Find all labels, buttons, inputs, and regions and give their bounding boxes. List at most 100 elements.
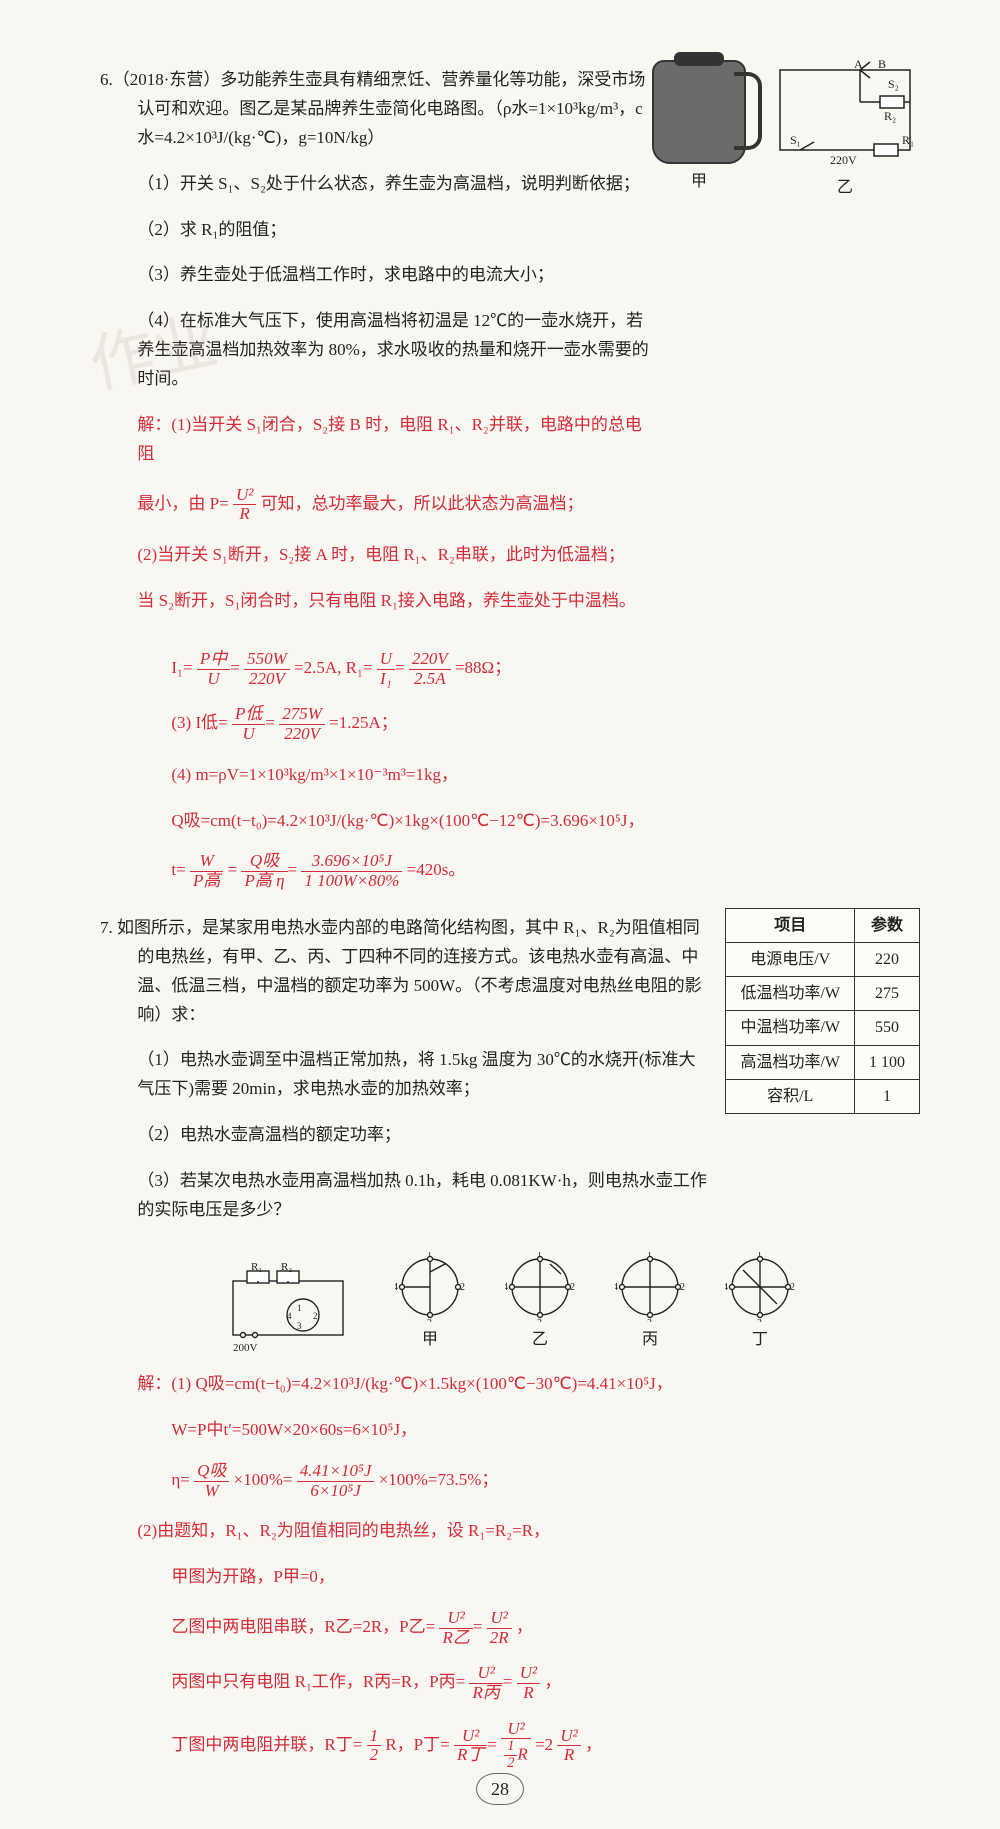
th: 参数 [855, 908, 920, 942]
q6-p4: （4）在标准大气压下，使用高温档将初温是 12℃的一壶水烧开，若养生壶高温档加热… [100, 307, 652, 394]
lbl-R1: R₁ [251, 1263, 262, 1273]
t: ， [585, 1735, 602, 1754]
n: U² [517, 1664, 540, 1684]
td: 中温档功率/W [726, 1011, 855, 1045]
d: R [517, 1684, 540, 1703]
svg-text:4: 4 [395, 1282, 398, 1293]
svg-text:2: 2 [790, 1282, 795, 1293]
lbl-B: B [878, 60, 886, 71]
svg-text:3: 3 [647, 1318, 652, 1322]
d: 1 100W×80% [301, 872, 402, 891]
q6-ans1a: 解：(1)当开关 S₁闭合，S₂接 B 时，电阻 R₁、R₂并联，电路中的总电阻 [100, 411, 652, 469]
t: ×100%=73.5%； [379, 1470, 499, 1489]
svg-text:2: 2 [460, 1282, 465, 1293]
q6-ans1d: 当 S₂断开，S₁闭合时，只有电阻 R₁接入电路，养生壶处于中温档。 [100, 587, 652, 616]
t: =420s。 [407, 861, 466, 880]
d: 220V [244, 670, 290, 689]
d: 2.5A [409, 670, 451, 689]
t: 乙图中两电阻串联，R乙=2R，P乙= [171, 1617, 435, 1636]
svg-text:4: 4 [725, 1282, 728, 1293]
n: W [190, 852, 223, 872]
t: ×100%= [234, 1470, 293, 1489]
t: 丙图中只有电阻 R₁工作，R丙=R，P丙= [171, 1672, 465, 1691]
svg-text:2: 2 [313, 1311, 318, 1321]
q6-eq3: (3) I低= P低U= 275W220V =1.25A； [100, 705, 920, 743]
q6-ans1b-r: 可知，总功率最大，所以此状态为高温档； [261, 494, 584, 513]
n: U [377, 650, 395, 670]
q7-header: 7. 如图所示，是某家用电热水壶内部的电路简化结构图，其中 R₁、R₂为阻值相同… [100, 914, 709, 1030]
q7-p3: （3）若某次电热水壶用高温档加热 0.1h，耗电 0.081KW·h，则电热水壶… [100, 1167, 709, 1225]
selector-ding: 1 2 3 4 丁 [725, 1252, 795, 1353]
n: U² [501, 1720, 531, 1740]
svg-text:2: 2 [680, 1282, 685, 1293]
svg-text:4: 4 [505, 1282, 508, 1293]
lbl-R2: R₂ [884, 109, 896, 123]
d: R丙 [469, 1684, 502, 1703]
td: 550 [855, 1011, 920, 1045]
d: I₁ [377, 670, 395, 689]
n: U² [557, 1727, 580, 1747]
circuit-yi: A B S₂ R₂ S₁ R₁ 220V 乙 [770, 60, 920, 201]
d: 220V [279, 725, 325, 744]
q6-eq4b: Q吸=cm(t−t₀)=4.2×10³J/(kg·℃)×1kg×(100℃−12… [100, 807, 920, 836]
svg-text:1: 1 [427, 1252, 432, 1260]
lbl-S1: S₁ [790, 133, 801, 147]
t: ， [516, 1617, 533, 1636]
svg-text:4: 4 [615, 1282, 618, 1293]
n: 4.41×10⁵J [297, 1462, 375, 1482]
t: =2.5A, R₁= [294, 658, 372, 677]
n: 1 [367, 1727, 382, 1747]
kettle-figure: 甲 [652, 60, 746, 195]
frac-d: R [233, 505, 256, 524]
cap: 丁 [725, 1326, 795, 1353]
n: 275W [279, 705, 325, 725]
d: R [557, 1746, 580, 1765]
q6-p2: （2）求 R₁的阻值； [100, 216, 652, 245]
n: Q吸 [194, 1462, 229, 1482]
d: U [232, 725, 265, 744]
svg-text:2: 2 [570, 1282, 575, 1293]
lbl-200V: 200V [233, 1342, 258, 1353]
n: 220V [409, 650, 451, 670]
q7-ans1eta: η= Q吸W ×100%= 4.41×10⁵J6×10⁵J ×100%=73.5… [100, 1462, 920, 1500]
d: R乙 [439, 1629, 472, 1648]
svg-text:1: 1 [537, 1252, 542, 1260]
d: U [197, 670, 230, 689]
q7-p1: （1）电热水壶调至中温档正常加热，将 1.5kg 温度为 30℃的水烧开(标准大… [100, 1046, 709, 1104]
n: 1 [504, 1739, 517, 1756]
page-number: 28 [476, 1773, 524, 1806]
t: =88Ω； [455, 658, 511, 677]
lbl-R1: R₁ [902, 133, 914, 147]
q6-p1: （1）开关 S₁、S₂处于什么状态，养生壶为高温档，说明判断依据； [100, 170, 652, 199]
q7-ans1: 解：(1) Q吸=cm(t−t₀)=4.2×10³J/(kg·℃)×1.5kg×… [100, 1370, 920, 1399]
params-table: 项目参数 电源电压/V220 低温档功率/W275 中温档功率/W550 高温档… [725, 908, 920, 1114]
t: = [228, 861, 238, 880]
d: 2R [487, 1629, 512, 1648]
q6-ans1b-l: 最小，由 P= [137, 494, 228, 513]
lbl-A: A [854, 60, 863, 71]
svg-text:4: 4 [287, 1311, 292, 1321]
selector-yi: 1 2 3 4 乙 [505, 1252, 575, 1353]
q7-p2: （2）电热水壶高温档的额定功率； [100, 1121, 709, 1150]
cap: 甲 [395, 1326, 465, 1353]
q6-p3: （3）养生壶处于低温档工作时，求电路中的电流大小； [100, 261, 652, 290]
t: =2 [535, 1735, 553, 1754]
frac-n: U² [233, 486, 256, 506]
td: 高温档功率/W [726, 1045, 855, 1079]
n: Q吸 [241, 852, 287, 872]
t: R，P丁= [385, 1735, 449, 1754]
lbl-220V: 220V [830, 153, 857, 167]
q7-ans2b: 甲图为开路，P甲=0， [100, 1563, 920, 1592]
t: (3) I低= [171, 713, 227, 732]
td: 电源电压/V [726, 943, 855, 977]
q6-eq4c: t= WP高 = Q吸P高 η= 3.696×10⁵J1 100W×80% =4… [100, 852, 920, 890]
td: 低温档功率/W [726, 977, 855, 1011]
q7-ans2c: 乙图中两电阻串联，R乙=2R，P乙= U²R乙= U²2R ， [100, 1609, 920, 1647]
q7-ans2a: (2)由题知，R₁、R₂为阻值相同的电热丝，设 R₁=R₂=R， [100, 1517, 920, 1546]
td: 220 [855, 943, 920, 977]
d: P高 η [241, 872, 287, 891]
svg-text:1: 1 [297, 1303, 302, 1313]
n: P低 [232, 705, 265, 725]
n: U² [469, 1664, 502, 1684]
n: U² [487, 1609, 512, 1629]
